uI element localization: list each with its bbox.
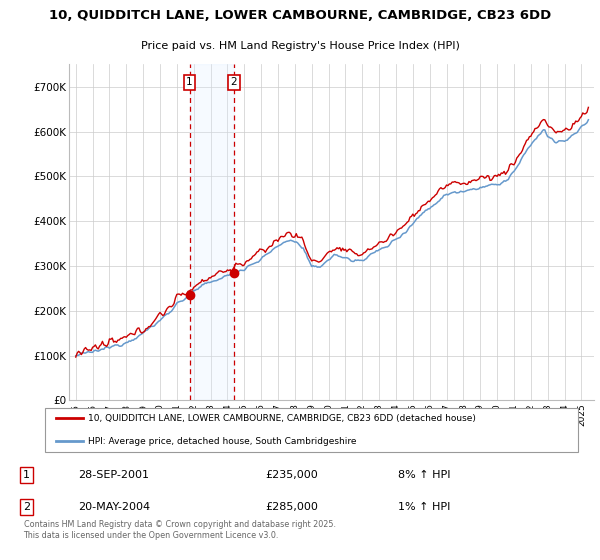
Text: 8% ↑ HPI: 8% ↑ HPI — [398, 470, 451, 479]
Text: 28-SEP-2001: 28-SEP-2001 — [78, 470, 149, 479]
Text: 10, QUIDDITCH LANE, LOWER CAMBOURNE, CAMBRIDGE, CB23 6DD (detached house): 10, QUIDDITCH LANE, LOWER CAMBOURNE, CAM… — [88, 414, 476, 423]
Text: 1: 1 — [186, 77, 193, 87]
Text: 1: 1 — [23, 470, 30, 479]
Text: Contains HM Land Registry data © Crown copyright and database right 2025.
This d: Contains HM Land Registry data © Crown c… — [23, 520, 335, 540]
Text: 1% ↑ HPI: 1% ↑ HPI — [398, 502, 450, 512]
Bar — [190, 64, 233, 400]
Text: £235,000: £235,000 — [265, 470, 318, 479]
Text: HPI: Average price, detached house, South Cambridgeshire: HPI: Average price, detached house, Sout… — [88, 437, 356, 446]
Text: 2: 2 — [23, 502, 30, 512]
FancyBboxPatch shape — [45, 408, 578, 452]
Text: 2: 2 — [230, 77, 237, 87]
Text: £285,000: £285,000 — [265, 502, 319, 512]
Text: 20-MAY-2004: 20-MAY-2004 — [78, 502, 151, 512]
Text: 10, QUIDDITCH LANE, LOWER CAMBOURNE, CAMBRIDGE, CB23 6DD: 10, QUIDDITCH LANE, LOWER CAMBOURNE, CAM… — [49, 9, 551, 22]
Text: Price paid vs. HM Land Registry's House Price Index (HPI): Price paid vs. HM Land Registry's House … — [140, 41, 460, 51]
